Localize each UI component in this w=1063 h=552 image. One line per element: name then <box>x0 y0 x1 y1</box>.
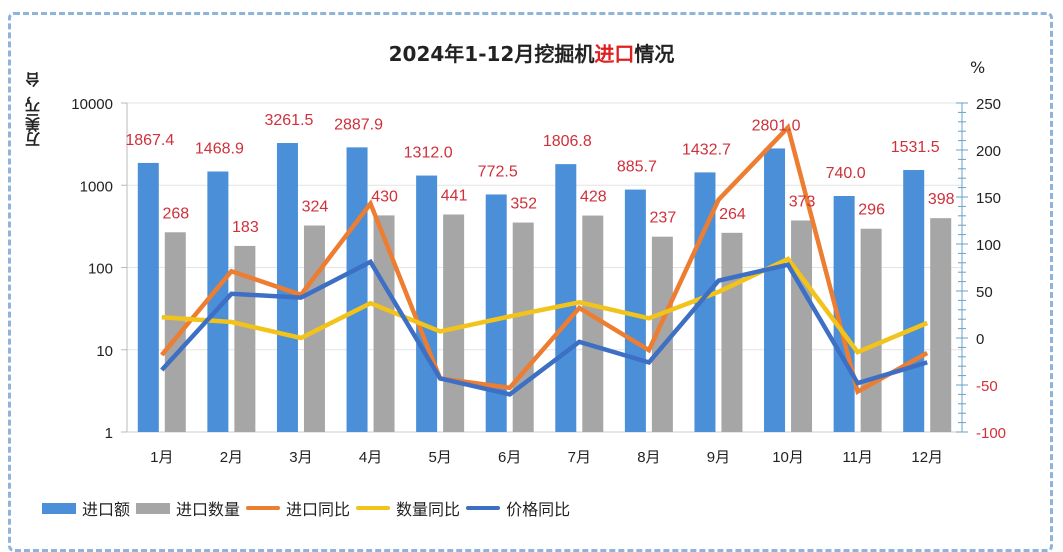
data-label-import-value: 1531.5 <box>891 139 940 156</box>
legend-label: 进口同比 <box>286 500 351 519</box>
data-label-import-qty: 428 <box>580 189 607 206</box>
legend-swatch-import-value <box>42 502 76 514</box>
line-series-qty-yoy <box>161 256 929 355</box>
data-label-import-value: 885.7 <box>617 159 657 176</box>
data-label-import-value: 1468.9 <box>195 141 244 158</box>
legend: 进口额 进口数量 进口同比 数量同比 价格同比 <box>42 496 576 520</box>
x-tick-label: 11月 <box>842 449 873 466</box>
legend-item-import-value: 进口额 <box>42 496 130 520</box>
y-right-tick-label: -50 <box>976 378 998 395</box>
bar-import-value <box>764 148 786 432</box>
data-label-import-value: 1867.4 <box>125 132 174 149</box>
bar-import-value <box>555 164 577 432</box>
legend-label: 进口额 <box>82 500 131 519</box>
x-tick-label: 5月 <box>428 449 451 466</box>
data-label-import-qty: 268 <box>162 205 189 222</box>
data-label-import-value: 772.5 <box>478 163 518 180</box>
data-label-import-value: 2801.0 <box>752 117 801 134</box>
y-right-tick-label: 150 <box>976 190 1001 207</box>
data-label-import-qty: 398 <box>928 191 955 208</box>
legend-line-import-yoy <box>246 506 281 510</box>
bar-import-value <box>346 147 368 432</box>
bar-import-qty <box>721 232 743 432</box>
x-tick-label: 8月 <box>637 449 660 466</box>
y-left-tick-label: 100 <box>88 261 113 278</box>
title-part-3: 情况 <box>634 42 675 66</box>
data-label-import-qty: 264 <box>719 206 746 223</box>
data-label-import-value: 1432.7 <box>682 141 731 158</box>
data-label-import-qty: 296 <box>858 202 885 219</box>
bar-import-qty <box>373 215 395 432</box>
legend-item-import-yoy: 进口同比 <box>246 496 350 520</box>
y-right-tick-label: 200 <box>976 143 1001 160</box>
bar-import-qty <box>791 220 813 432</box>
y-right-tick-label: 50 <box>976 284 993 301</box>
bar-import-value <box>276 143 298 432</box>
x-tick-label: 3月 <box>289 449 312 466</box>
bar-import-qty <box>930 218 952 432</box>
bar-import-qty <box>164 232 186 432</box>
y-right-tick-label: 0 <box>976 331 984 348</box>
x-tick-label: 12月 <box>911 449 943 466</box>
bar-import-value <box>903 170 925 433</box>
legend-item-import-qty: 进口数量 <box>136 496 240 520</box>
data-label-import-value: 1806.8 <box>543 133 592 150</box>
bar-import-value <box>485 194 507 432</box>
bar-import-value <box>207 171 229 432</box>
y-right-tick-label: -100 <box>976 425 1006 442</box>
x-tick-label: 10月 <box>772 449 804 466</box>
legend-swatch-import-qty <box>136 502 171 514</box>
bar-import-value <box>624 189 646 432</box>
data-label-import-qty: 237 <box>650 210 677 227</box>
bar-import-qty <box>512 222 534 432</box>
y-left-tick-label: 10 <box>96 343 113 360</box>
x-tick-label: 4月 <box>359 449 382 466</box>
bar-import-qty <box>443 214 465 432</box>
line-series-import-yoy <box>160 122 929 395</box>
x-tick-label: 6月 <box>498 449 521 466</box>
bar-import-qty <box>860 228 882 432</box>
bar-import-value <box>416 175 438 433</box>
x-tick-label: 2月 <box>220 449 243 466</box>
data-label-import-qty: 324 <box>302 199 329 216</box>
y-left-tick-label: 10000 <box>71 96 113 113</box>
data-label-import-value: 2887.9 <box>334 116 383 133</box>
line-series-price-yoy <box>160 258 928 397</box>
legend-item-price-yoy: 价格同比 <box>466 496 570 520</box>
bar-import-value <box>137 162 159 432</box>
legend-label: 价格同比 <box>506 500 571 519</box>
title-part-1: 2024年1-12月挖掘机 <box>388 42 595 66</box>
y-axis-right-label: % <box>970 58 986 77</box>
data-label-import-qty: 352 <box>510 196 537 213</box>
title-part-highlight: 进口 <box>594 42 635 66</box>
data-label-import-value: 1312.0 <box>404 145 453 162</box>
y-right-tick-label: 100 <box>976 237 1001 254</box>
chart-svg: 1 10 100 1000 10000 -100 -50 0 50 100 150 200 250 186… <box>71 96 1006 466</box>
data-label-import-qty: 430 <box>371 188 398 205</box>
bar-import-qty <box>651 236 673 432</box>
x-tick-label: 9月 <box>707 449 730 466</box>
data-label-import-value: 740.0 <box>826 165 866 182</box>
legend-line-price-yoy <box>466 506 501 510</box>
data-label-import-value: 3261.5 <box>264 112 313 129</box>
y-left-tick-label: 1 <box>105 425 113 442</box>
legend-label: 进口数量 <box>176 500 241 519</box>
x-tick-label: 1月 <box>150 449 173 466</box>
data-label-import-qty: 183 <box>232 219 259 236</box>
x-tick-label: 7月 <box>568 449 591 466</box>
legend-line-qty-yoy <box>356 506 391 510</box>
legend-item-qty-yoy: 数量同比 <box>356 496 460 520</box>
y-left-tick-label: 1000 <box>80 178 113 195</box>
bar-import-qty <box>582 215 604 432</box>
data-label-import-qty: 373 <box>789 193 816 210</box>
legend-label: 数量同比 <box>396 500 461 519</box>
data-label-import-qty: 441 <box>441 187 468 204</box>
chart-title: 2024年1-12月挖掘机进口情况 <box>0 38 1063 67</box>
y-right-tick-label: 250 <box>976 96 1001 113</box>
